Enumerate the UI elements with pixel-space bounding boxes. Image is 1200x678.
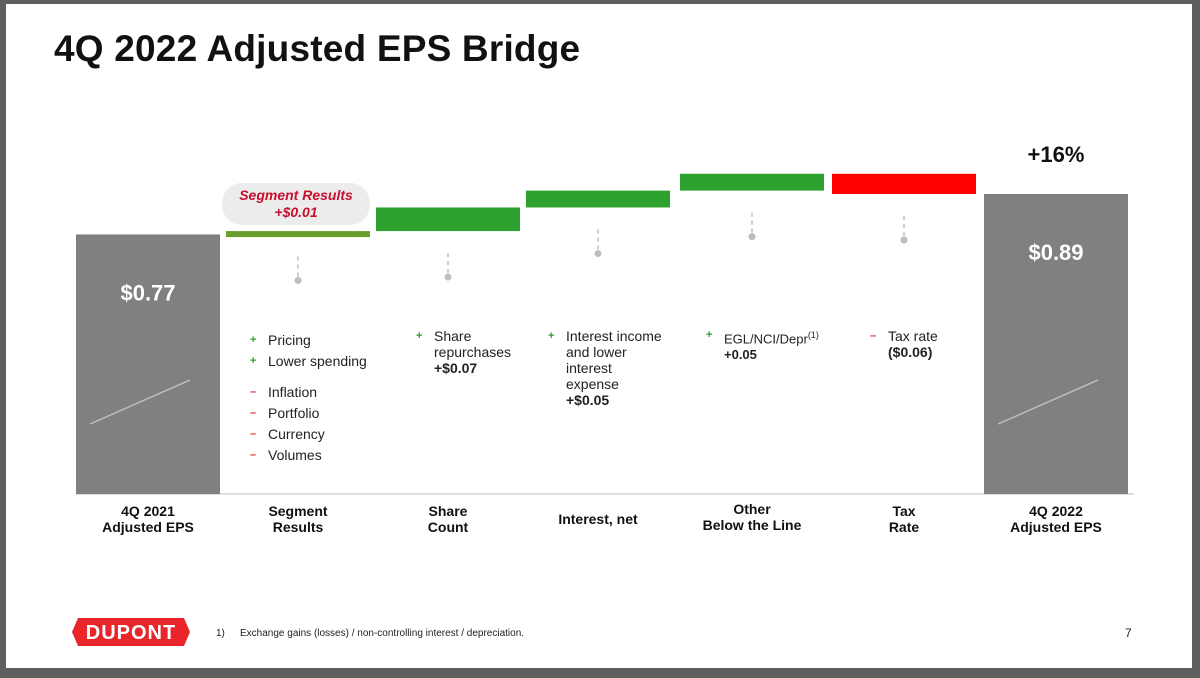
callout-title: Segment Results [239,187,353,203]
driver-item: – Portfolio [250,405,367,421]
connector-dot [748,233,756,241]
category-label: Segment [268,503,327,519]
driver-item: + Pricing [250,332,367,348]
category-label: 4Q 2021 [121,503,175,519]
category-label: Share [429,503,468,519]
connector-dot [294,276,302,284]
tax-drivers: – Tax rate ($0.06) [870,328,938,360]
bar [376,207,520,232]
bar [680,173,824,191]
driver-item: – Tax rate ($0.06) [870,328,938,360]
bar [76,234,220,494]
footnote-number: 1) [216,628,225,639]
driver-value: +$0.07 [434,360,478,376]
minus-icon: – [250,407,257,419]
category-label: Tax [892,503,915,519]
slide: 4Q 2022 Adjusted EPS Bridge $0.77 $0.89 +1… [6,4,1192,668]
category-label: Below the Line [703,517,802,533]
connector-dot [594,249,602,257]
minus-icon: – [250,428,257,440]
driver-label: Inflation [268,384,318,400]
driver-label: repurchases [434,344,512,360]
driver-item: + EGL/NCI/Depr(1) +0.05 [706,327,819,363]
other-drivers: + EGL/NCI/Depr(1) +0.05 [706,327,819,363]
category-label: Interest, net [558,511,638,527]
driver-value: +$0.05 [566,392,610,408]
category-label: Adjusted EPS [102,519,194,535]
page-number: 7 [1125,626,1132,640]
dupont-logo: DUPONT [72,618,190,646]
driver-item: – Inflation [250,384,367,400]
category-label: 4Q 2022 [1029,503,1083,519]
connector-dot [444,273,452,281]
change-label: +16% [1028,142,1085,167]
connector-dot [900,236,908,244]
driver-label: Share [434,328,472,344]
driver-item: + Share repurchases +$0.07 [416,328,511,376]
category-label: Results [273,519,324,535]
driver-label: Pricing [268,332,311,348]
data-label: $0.89 [1028,240,1083,265]
driver-item: + Interest income and lower interest exp… [548,328,662,408]
segment-results-callout: Segment Results +$0.01 [222,183,370,225]
bar [226,231,370,238]
segment-drivers: + Pricing + Lower spending – Inflation –… [250,332,367,463]
minus-icon: – [250,386,257,398]
plus-icon: + [548,330,555,342]
bar [526,190,670,208]
interest-drivers: + Interest income and lower interest exp… [548,328,662,408]
footnote: 1) Exchange gains (losses) / non-controll… [216,628,524,639]
driver-item: – Volumes [250,447,367,463]
category-label: Adjusted EPS [1010,519,1102,535]
bar-accent-line [89,379,191,425]
plus-icon: + [250,355,257,367]
minus-icon: – [870,330,877,342]
data-label: $0.77 [120,280,175,305]
category-label: Count [428,519,469,535]
driver-value: ($0.06) [888,344,933,360]
logo-text: DUPONT [86,622,176,644]
driver-label: Lower spending [268,353,367,369]
driver-label: expense [566,376,619,392]
plus-icon: + [250,334,257,346]
callout-value: +$0.01 [274,204,318,220]
bar [984,194,1128,494]
driver-label: Tax rate [888,328,938,344]
driver-label: Portfolio [268,405,320,421]
footnote-marker: (1) [807,330,819,340]
driver-label: interest [566,360,612,376]
minus-icon: – [250,449,257,461]
bar [832,173,976,194]
share-count-drivers: + Share repurchases +$0.07 [416,328,511,376]
driver-item: – Currency [250,426,367,442]
footnote-text: Exchange gains (losses) / non-controllin… [240,628,525,639]
plus-icon: + [706,329,713,341]
plus-icon: + [416,330,423,342]
driver-label: Volumes [268,447,322,463]
driver-label: EGL/NCI/Depr [724,331,808,347]
driver-label: Interest income [566,328,662,344]
category-label: Other [733,501,771,517]
page-title: 4Q 2022 Adjusted EPS Bridge [54,28,581,69]
driver-value: +0.05 [724,347,757,363]
driver-label: Currency [268,426,325,442]
driver-label: and lower [566,344,627,360]
category-label: Rate [889,519,920,535]
bar-accent-line [997,379,1099,425]
driver-item: + Lower spending [250,353,367,369]
